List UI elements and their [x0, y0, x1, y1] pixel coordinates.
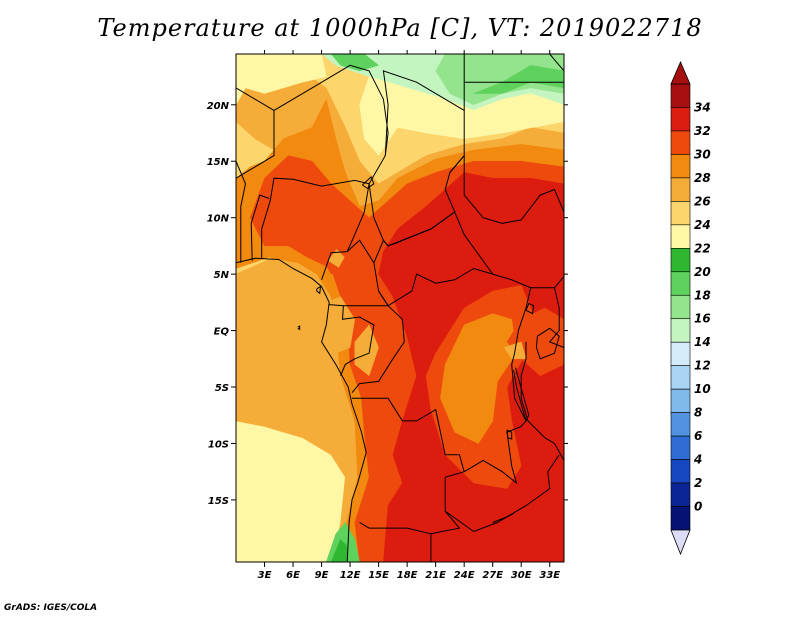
lon-tick-label: 21E: [425, 570, 446, 581]
colorbar-level-label: 16: [694, 312, 711, 326]
coastline-west: [236, 257, 367, 562]
lat-tick-label: 10N: [207, 214, 230, 225]
lake-victoria: [535, 327, 560, 360]
border-benin: [250, 194, 270, 261]
border-ghana-togo: [236, 161, 247, 263]
band-28-gabon: [326, 296, 356, 354]
border-drc-angola: [352, 397, 465, 535]
band-28-cameroon: [327, 248, 345, 268]
border-mali-algeria: [236, 87, 275, 111]
lat-tick-label: 15N: [207, 157, 230, 168]
cool-22-angola: [330, 538, 349, 562]
colorbar-level-label: 22: [694, 241, 711, 255]
lake-tanganyika: [513, 367, 530, 423]
colorbar-segment: [670, 83, 691, 108]
lon-tick-label: 27E: [482, 570, 503, 581]
lat-tick-label: 15S: [208, 496, 229, 507]
band-28-congo: [354, 324, 379, 377]
border-niger: [236, 64, 389, 185]
lon-tick-label: 30E: [511, 570, 532, 581]
colorbar-segment: [670, 365, 691, 390]
colorbar-level-label: 26: [694, 194, 711, 208]
border-gabon-congo: [340, 305, 375, 376]
lake-kariba: [492, 513, 514, 523]
border-zambia-south: [444, 454, 560, 533]
temperature-field: [236, 54, 564, 562]
colorbar-segment: [670, 341, 691, 366]
lat-tick-label: 5N: [214, 270, 230, 281]
colorbar-level-label: 34: [694, 100, 711, 114]
colorbar-level-label: 20: [694, 265, 711, 279]
border-drc-east: [511, 287, 532, 422]
lake-albert: [525, 302, 535, 315]
colorbar-level-label: 8: [694, 406, 702, 420]
axis-ticks: 3E 6E 9E 12E 15E 18E 21E 24E 27E 30E 33E 20N 15N 10N 5…: [207, 50, 568, 581]
lon-tick-label: 33E: [539, 570, 560, 581]
lat-tick-label: 10S: [208, 439, 229, 450]
colorbar-high-arrow: [670, 60, 691, 85]
colorbar-level-label: 32: [694, 124, 711, 138]
lat-tick-label: 20N: [207, 101, 230, 112]
lat-tick-label: EQ: [214, 327, 230, 338]
lon-tick-label: 18E: [397, 570, 418, 581]
colorbar-level-label: 28: [694, 171, 711, 185]
colorbar-level-label: 30: [694, 147, 711, 161]
colorbar-segment: [670, 107, 691, 132]
colorbar-segment: [670, 294, 691, 320]
colorbar-level-label: 12: [694, 359, 711, 373]
band-30-interior: [440, 313, 517, 444]
colorbar-segment: [670, 177, 691, 202]
grads-credit: GrADS: IGES/COLA: [4, 603, 98, 613]
lake-chad: [362, 176, 375, 189]
lat-tick-label: 5S: [215, 383, 229, 394]
lon-tick-label: 3E: [258, 570, 272, 581]
colorbar-low-arrow: [670, 529, 691, 556]
map-title: Temperature at 1000hPa [C], VT: 20190227…: [97, 14, 703, 42]
colorbar-level-label: 18: [694, 288, 711, 302]
border-uganda-kenya: [548, 287, 564, 348]
lon-tick-label: 12E: [340, 570, 361, 581]
colorbar-level-label: 24: [694, 218, 711, 232]
island-saotome: [297, 325, 301, 331]
colorbar-level-label: 10: [694, 382, 711, 396]
colorbar-level-label: 0: [694, 500, 702, 514]
colorbar-segment: [670, 435, 691, 460]
island-bioko: [316, 285, 322, 295]
colorbar-segment: [670, 154, 691, 179]
band-24-sahel: [359, 76, 564, 157]
lon-tick-label: 15E: [368, 570, 389, 581]
colorbar-segment: [670, 459, 691, 484]
border-sudan-southsudan: [449, 154, 564, 224]
cool-20-east: [473, 65, 564, 94]
colorbar-segment: [670, 506, 691, 531]
colorbar-segment: [670, 248, 691, 273]
lon-tick-label: 24E: [454, 570, 475, 581]
lon-tick-label: 6E: [286, 570, 300, 581]
colorbar-segment: [670, 201, 691, 226]
colorbar-level-label: 14: [694, 335, 711, 349]
colorbar-segment: [670, 388, 691, 413]
cool-20: [330, 54, 380, 72]
border-congo-drc: [351, 305, 405, 394]
colorbar-segment: [670, 224, 691, 249]
country-borders: [236, 54, 564, 562]
lon-tick-label: 9E: [315, 570, 329, 581]
colorbar-segment: [670, 482, 691, 507]
map-frame: [235, 53, 565, 563]
colorbar-level-label: 6: [694, 429, 702, 443]
colorbar-level-label: 2: [694, 476, 702, 490]
colorbar-segment: [670, 130, 691, 155]
colorbar-segment: [670, 271, 691, 296]
coast-red-sea: [549, 54, 564, 72]
band-24-coast-n: [236, 54, 327, 106]
colorbar-segment: [670, 412, 691, 437]
lake-mweru: [506, 429, 513, 440]
colorbar-level-label: 4: [693, 453, 702, 467]
colorbar-segment: [670, 318, 691, 343]
border-tanzania: [520, 341, 564, 461]
border-drc-zambia: [463, 420, 527, 485]
